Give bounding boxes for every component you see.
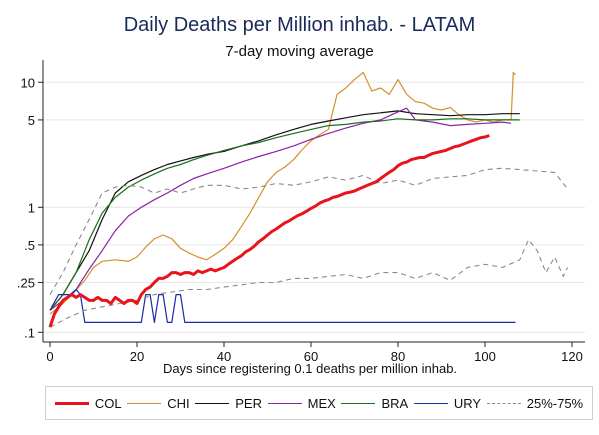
series-line-per <box>49 110 520 311</box>
x-tick-label: 100 <box>474 349 496 364</box>
legend-label: BRA <box>381 395 409 411</box>
legend-swatch <box>195 402 230 404</box>
series-line-bra <box>49 118 520 311</box>
chart-title: Daily Deaths per Million inhab. - LATAM <box>123 14 476 36</box>
legend-swatch <box>486 402 521 404</box>
legend-swatch <box>127 402 162 404</box>
x-tick-label: 40 <box>217 349 231 364</box>
y-tick-label: .5 <box>24 238 35 253</box>
legend-swatch <box>267 402 302 404</box>
chart-subtitle: 7-day moving average <box>225 43 374 60</box>
series-line-col <box>48 134 490 328</box>
legend-item-chi: CHI <box>127 395 190 411</box>
y-tick-label: 10 <box>21 75 35 90</box>
legend-label: PER <box>235 395 262 411</box>
series-line-25-75--lower <box>49 239 569 328</box>
series-line-ury <box>49 288 516 323</box>
x-tick-label: 20 <box>130 349 144 364</box>
x-tick-label: 0 <box>46 349 53 364</box>
legend-item-25-75-: 25%-75% <box>486 395 584 411</box>
y-tick-label: 1 <box>28 200 35 215</box>
legend-swatch <box>413 402 448 404</box>
legend: COL CHI PER MEX BRA URY 25%-75% <box>45 386 593 420</box>
legend-swatch <box>341 402 376 404</box>
legend-item-ury: URY <box>413 395 482 411</box>
legend-swatch <box>54 401 89 405</box>
legend-label: URY <box>453 395 482 411</box>
x-tick-label: 80 <box>391 349 405 364</box>
series-lines <box>48 71 569 328</box>
legend-label: MEX <box>307 395 336 411</box>
series-line-25-75--upper <box>49 167 569 295</box>
y-tick-label: .25 <box>17 276 35 291</box>
series-line-mex <box>49 107 512 311</box>
legend-label: CHI <box>167 395 190 411</box>
y-tick-label: .1 <box>24 325 35 340</box>
legend-item-per: PER <box>195 396 262 411</box>
axes: 10 5 1 .5 .25 .1 0 20 40 60 80 100 120 <box>17 60 585 364</box>
x-tick-label: 120 <box>561 349 583 364</box>
legend-item-bra: BRA <box>341 396 408 411</box>
x-axis-label: Days since registering 0.1 deaths per mi… <box>163 361 457 376</box>
legend-item-col: COL <box>54 395 122 411</box>
legend-item-mex: MEX <box>267 395 336 411</box>
series-line-chi <box>49 71 516 315</box>
y-tick-label: 5 <box>28 113 35 128</box>
x-tick-label: 60 <box>304 349 318 364</box>
legend-label: COL <box>94 395 122 411</box>
legend-label: 25%-75% <box>526 395 584 411</box>
